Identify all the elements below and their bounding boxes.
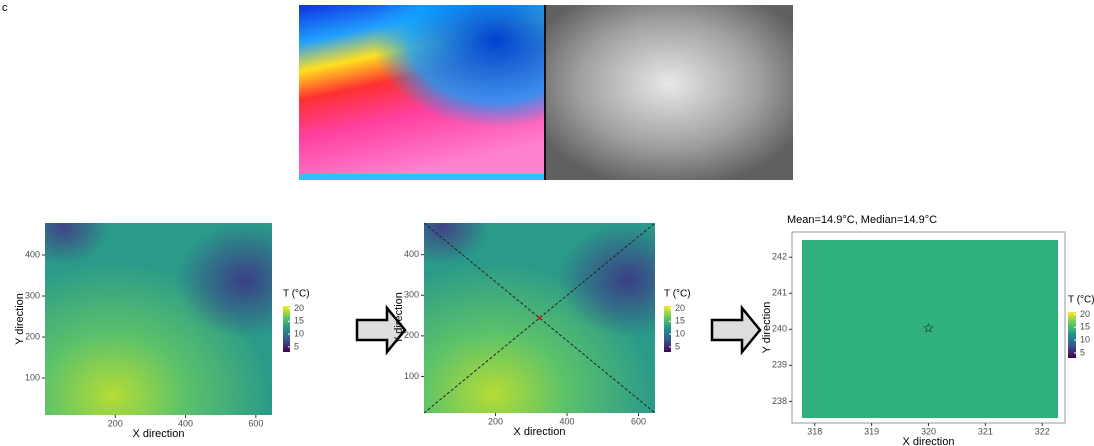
colorbar: [664, 306, 671, 352]
y-tick-label: 300: [25, 290, 40, 300]
x-tick-label: 200: [488, 416, 503, 426]
legend-title: T (°C): [283, 289, 310, 300]
y-tick-label: 100: [25, 372, 40, 382]
x-tick-label: 318: [807, 426, 822, 436]
x-tick-label: 320: [921, 426, 936, 436]
x-tick-label: 319: [864, 426, 879, 436]
figure: c 200400600100200300400X directionY dire…: [0, 0, 1094, 446]
y-tick-label: 400: [25, 249, 40, 259]
colorbar-label: 5: [675, 341, 680, 351]
y-tick-label: 200: [25, 331, 40, 341]
x-tick-label: 321: [978, 426, 993, 436]
colorbar-label: 15: [1080, 322, 1090, 332]
legend-title: T (°C): [1068, 295, 1094, 306]
y-tick-label: 300: [404, 290, 419, 300]
y-tick-label: 400: [404, 249, 419, 259]
x-tick-label: 400: [560, 416, 575, 426]
colorbar-label: 15: [675, 316, 685, 326]
x-tick-label: 200: [108, 418, 123, 428]
colorbar-label: 10: [1080, 334, 1090, 344]
heatmap-cold: [45, 223, 272, 415]
y-tick-label: 241: [772, 288, 787, 298]
x-axis-label: X direction: [514, 426, 566, 438]
y-axis-label: Y direction: [393, 292, 405, 344]
x-axis-label: X direction: [133, 428, 185, 440]
colorbar-label: 20: [294, 303, 304, 313]
chart-title: Mean=14.9°C, Median=14.9°C: [787, 214, 937, 226]
colorbar-label: 5: [294, 341, 299, 351]
y-tick-label: 200: [404, 330, 419, 340]
visible-image: [545, 5, 793, 180]
y-tick-label: 100: [404, 371, 419, 381]
thermal-overlay: [299, 5, 545, 180]
colorbar: [283, 306, 290, 352]
legend-title: T (°C): [664, 289, 691, 300]
y-axis-label: Y direction: [761, 302, 773, 354]
thermal-scale: [299, 174, 545, 180]
y-axis-label: Y direction: [14, 293, 26, 345]
x-tick-label: 600: [248, 418, 263, 428]
colorbar-label: 10: [294, 328, 304, 338]
marker: ☆: [923, 321, 935, 336]
y-tick-label: 239: [772, 360, 787, 370]
colorbar-label: 10: [675, 328, 685, 338]
x-tick-label: 322: [1035, 426, 1050, 436]
colorbar-label: 15: [294, 316, 304, 326]
colorbar: [1068, 312, 1076, 358]
x-axis-label: X direction: [903, 436, 955, 446]
y-tick-label: 242: [772, 252, 787, 262]
y-tick-label: 238: [772, 396, 787, 406]
colorbar-label: 20: [1080, 309, 1090, 319]
photos: [299, 5, 793, 180]
y-tick-label: 240: [772, 324, 787, 334]
colorbar-label: 5: [1080, 347, 1085, 357]
center-point: [538, 316, 542, 320]
x-tick-label: 400: [178, 418, 193, 428]
colorbar-label: 20: [675, 303, 685, 313]
panel-label: c: [2, 2, 8, 14]
x-tick-label: 600: [631, 416, 646, 426]
